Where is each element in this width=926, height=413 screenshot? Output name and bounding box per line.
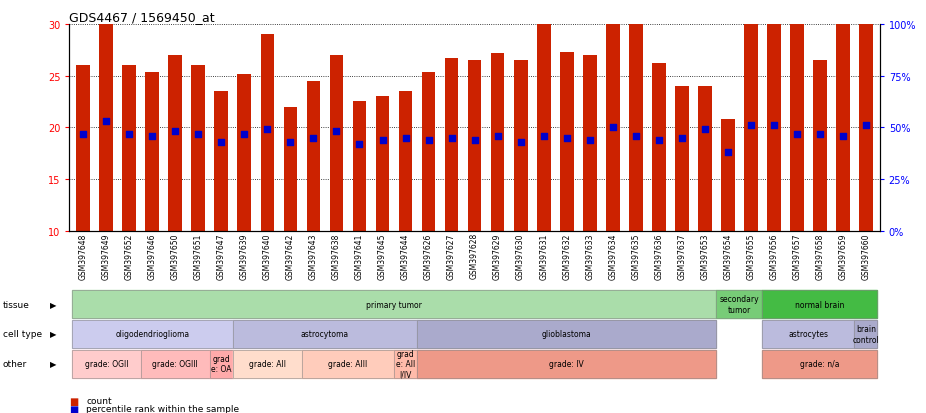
Point [536, 133, 551, 140]
Bar [836, 0, 850, 231]
Bar [744, 0, 757, 231]
Bar [559, 53, 573, 231]
Text: ▶: ▶ [49, 330, 56, 339]
Point [767, 123, 782, 129]
Bar [237, 74, 251, 231]
Point [582, 137, 597, 144]
Point [214, 139, 229, 146]
Point [651, 137, 666, 144]
Bar [353, 102, 367, 231]
Text: ▶: ▶ [49, 300, 56, 309]
Bar [629, 9, 643, 231]
Bar [652, 64, 666, 231]
Bar [330, 56, 344, 231]
Point [467, 137, 482, 144]
Text: other: other [3, 359, 27, 368]
Bar [698, 87, 712, 231]
Text: primary tumor: primary tumor [366, 300, 422, 309]
Text: glioblastoma: glioblastoma [542, 330, 592, 339]
Bar [169, 56, 182, 231]
Point [812, 131, 827, 138]
Point [168, 129, 182, 135]
Text: count: count [86, 396, 112, 405]
Text: ■: ■ [69, 396, 79, 406]
Bar [76, 66, 90, 231]
Text: grade: AIII: grade: AIII [329, 359, 368, 368]
Point [513, 139, 528, 146]
Text: astrocytes: astrocytes [788, 330, 829, 339]
Bar [421, 74, 435, 231]
Bar [398, 92, 412, 231]
Bar [283, 107, 297, 231]
Text: percentile rank within the sample: percentile rank within the sample [86, 404, 239, 413]
Point [421, 137, 436, 144]
Bar [790, 0, 804, 231]
Point [697, 127, 712, 133]
Text: normal brain: normal brain [795, 300, 845, 309]
Bar [260, 35, 274, 231]
Point [352, 141, 367, 148]
Point [606, 125, 620, 131]
Point [237, 131, 252, 138]
Text: secondary
tumor: secondary tumor [720, 295, 759, 314]
Point [375, 137, 390, 144]
Point [283, 139, 298, 146]
Bar [122, 66, 136, 231]
Text: grade: n/a: grade: n/a [800, 359, 840, 368]
Bar [376, 97, 390, 231]
Point [76, 131, 91, 138]
Text: brain
control: brain control [853, 325, 880, 344]
Point [674, 135, 689, 142]
Point [790, 131, 805, 138]
Bar [514, 61, 528, 231]
Point [306, 135, 320, 142]
Bar [99, 0, 113, 231]
Text: cell type: cell type [3, 330, 42, 339]
Point [329, 129, 344, 135]
Point [744, 123, 758, 129]
Point [191, 131, 206, 138]
Text: GDS4467 / 1569450_at: GDS4467 / 1569450_at [69, 11, 215, 24]
Point [444, 135, 459, 142]
Text: grade: OGIII: grade: OGIII [153, 359, 198, 368]
Point [835, 133, 850, 140]
Point [99, 119, 114, 125]
Bar [813, 61, 827, 231]
Point [122, 131, 137, 138]
Point [398, 135, 413, 142]
Text: grade: OGII: grade: OGII [84, 359, 128, 368]
Point [858, 123, 873, 129]
Bar [145, 74, 159, 231]
Bar [307, 82, 320, 231]
Bar [192, 66, 206, 231]
Point [629, 133, 644, 140]
Text: ▶: ▶ [49, 359, 56, 368]
Bar [606, 25, 619, 231]
Bar [720, 120, 734, 231]
Point [490, 133, 505, 140]
Text: astrocytoma: astrocytoma [301, 330, 349, 339]
Text: ■: ■ [69, 404, 79, 413]
Bar [767, 0, 781, 231]
Text: oligodendrioglioma: oligodendrioglioma [115, 330, 190, 339]
Bar [444, 59, 458, 231]
Bar [491, 54, 505, 231]
Bar [675, 87, 689, 231]
Text: grad
e: OA: grad e: OA [211, 354, 232, 373]
Bar [215, 92, 229, 231]
Point [144, 133, 159, 140]
Point [559, 135, 574, 142]
Text: grad
e: AII
I/IV: grad e: AII I/IV [396, 349, 415, 379]
Bar [859, 14, 873, 231]
Text: grade: IV: grade: IV [549, 359, 584, 368]
Point [260, 127, 275, 133]
Bar [582, 56, 596, 231]
Bar [468, 61, 482, 231]
Point [720, 150, 735, 156]
Bar [537, 17, 551, 231]
Text: tissue: tissue [3, 300, 30, 309]
Text: grade: AII: grade: AII [249, 359, 286, 368]
